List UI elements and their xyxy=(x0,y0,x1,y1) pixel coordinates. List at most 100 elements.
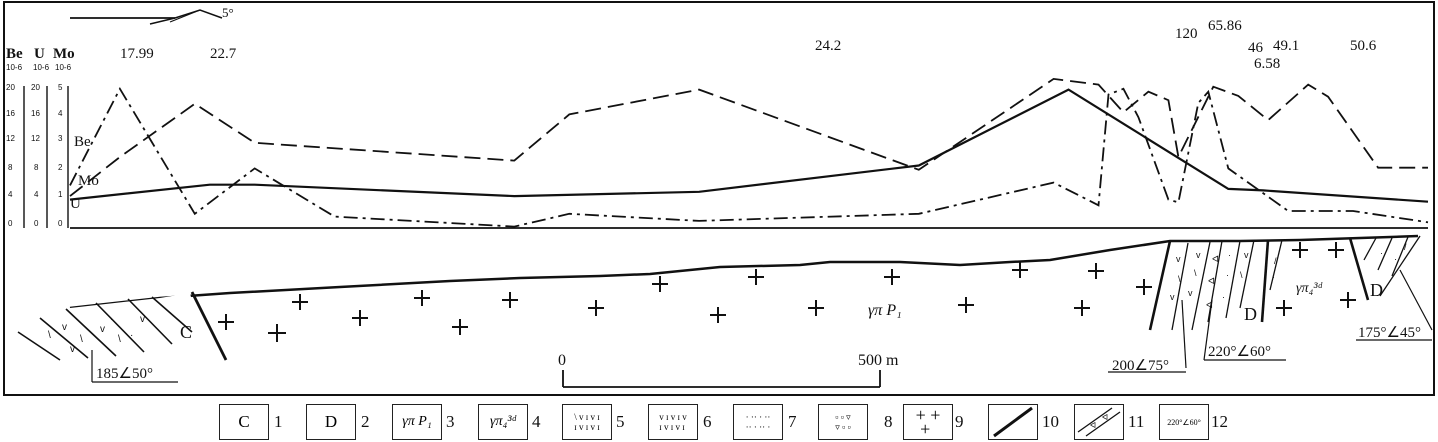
attitude-label: 175°∠45° xyxy=(1358,325,1421,341)
u-tick: 20 xyxy=(31,83,40,92)
d-unit-label-2: D xyxy=(1370,280,1383,300)
sandstone-pattern: · ·· · ·· ·· · ·· · xyxy=(733,404,783,440)
svg-text:ᐊ: ᐊ xyxy=(1090,421,1096,430)
curve-labels: Be Mo U xyxy=(70,134,99,212)
scale-start: 0 xyxy=(558,352,566,369)
legend-number: 9 xyxy=(955,412,964,431)
peak-label: 50.6 xyxy=(1350,38,1377,54)
granite-label: γπ P₁ xyxy=(868,302,902,319)
axis-headers: Be U Mo 10-6 10-6 10-6 xyxy=(6,46,75,72)
svg-text:v: v xyxy=(70,344,75,355)
attitude-group-right: 200∠75° 220°∠60° 175°∠45° xyxy=(1108,269,1433,374)
legend-text: C xyxy=(238,412,250,431)
peak-label: 22.7 xyxy=(210,46,237,62)
legend-box-devonian: D xyxy=(306,404,356,440)
be-tick: 4 xyxy=(8,190,13,199)
element-curves xyxy=(69,77,1429,228)
u-tick: 16 xyxy=(31,109,40,118)
svg-text:·: · xyxy=(1228,250,1231,260)
carboniferous-hatching xyxy=(17,296,193,361)
fault-line-symbol xyxy=(988,404,1038,440)
svg-text:\: \ xyxy=(48,330,51,341)
fault-left xyxy=(190,291,228,361)
peak-label: 49.1 xyxy=(1273,38,1299,54)
attitude-label: 185∠50° xyxy=(96,366,153,382)
be-tick: 16 xyxy=(6,109,15,118)
scale-bar: 0 500 m xyxy=(558,352,899,388)
legend-number: 6 xyxy=(703,412,712,431)
mo-tick: 5 xyxy=(58,83,63,92)
faults-right xyxy=(1148,237,1370,331)
legend-number: 12 xyxy=(1211,412,1228,431)
svg-text:\: \ xyxy=(80,334,83,345)
svg-text:·: · xyxy=(110,314,113,325)
attitude-label: 200∠75° xyxy=(1112,358,1169,374)
legend-text: γπ P₁ xyxy=(402,414,432,429)
be-unit: 10-6 xyxy=(6,63,23,72)
granite-cross-pattern: + + + xyxy=(903,404,953,440)
mo-tick: 4 xyxy=(58,109,63,118)
peak-label: 120 xyxy=(1175,26,1198,42)
svg-text:v: v xyxy=(62,322,67,333)
mo-tick: 3 xyxy=(58,134,63,143)
svg-text:v: v xyxy=(1196,250,1201,260)
carboniferous-unit-left xyxy=(20,293,196,357)
mo-tick: 1 xyxy=(58,190,63,199)
legend-number: 2 xyxy=(361,412,370,431)
legend-text: γπ₄³ᵈ xyxy=(490,414,516,429)
vertical-scales: 20 16 12 8 4 0 20 16 12 8 4 0 5 4 3 2 1 … xyxy=(6,83,69,228)
fault-line-icon xyxy=(993,406,1033,438)
peak-label: 24.2 xyxy=(815,38,841,54)
peak-labels: 17.99 22.7 24.2 120 65.86 46 6.58 49.1 5… xyxy=(120,18,1377,72)
svg-text:/: / xyxy=(1274,256,1277,266)
u-tick: 8 xyxy=(34,163,39,172)
svg-text:·: · xyxy=(1272,272,1275,282)
mo-tick: 2 xyxy=(58,163,63,172)
svg-text:\: \ xyxy=(1178,274,1181,284)
legend-box-granite-4: γπ₄³ᵈ xyxy=(478,404,528,440)
topographic-surface xyxy=(69,234,1419,310)
azimuth-label: 5° xyxy=(222,5,234,20)
svg-text:v: v xyxy=(140,314,145,325)
svg-text:ᐊ: ᐊ xyxy=(1206,300,1213,310)
attitude-label: 220°∠60° xyxy=(1208,344,1271,360)
legend-number: 5 xyxy=(616,412,625,431)
be-tick: 8 xyxy=(8,163,13,172)
legend-number: 3 xyxy=(446,412,455,431)
svg-text:·: · xyxy=(1222,292,1225,302)
volcanic-belt-symbols: v\v v\v ᐊᐊᐊ ··· v\ /· ··/ xyxy=(1170,242,1407,310)
svg-text:v: v xyxy=(100,324,105,335)
attitude-left: 185∠50° xyxy=(91,350,178,383)
u-tick: 12 xyxy=(31,134,40,143)
granite-crosses xyxy=(218,242,1356,342)
legend-number: 8 xyxy=(884,412,893,431)
legend-box-granite-p1: γπ P₁ xyxy=(392,404,442,440)
be-series-line xyxy=(69,77,1428,197)
legend-box-carboniferous: C xyxy=(219,404,269,440)
mo-unit: 10-6 xyxy=(55,63,72,72)
legend-text: D xyxy=(324,412,338,431)
geological-section: \ v \ v \ v v · · C 185∠50° xyxy=(17,234,1433,383)
svg-text:\: \ xyxy=(118,334,121,345)
be-curve-label: Be xyxy=(74,134,91,150)
be-tick: 20 xyxy=(6,83,15,92)
svg-text:v: v xyxy=(1244,250,1249,260)
be-tick: 0 xyxy=(8,219,13,228)
svg-text:·: · xyxy=(1394,254,1397,264)
breccia-pattern: ▫ ▫ ▿ ▿ ▫ ▫ xyxy=(818,404,868,440)
figure-frame xyxy=(3,1,1435,396)
svg-text:/: / xyxy=(1404,242,1407,252)
peak-label: 17.99 xyxy=(120,46,154,62)
svg-text:ᐊ: ᐊ xyxy=(1102,413,1108,422)
scale-end: 500 m xyxy=(858,352,899,369)
peak-label: 46 xyxy=(1248,40,1264,56)
be-tick: 12 xyxy=(6,134,15,143)
legend-number: 4 xyxy=(532,412,541,431)
mo-curve-label: Mo xyxy=(78,173,99,189)
c-unit-label: C xyxy=(180,322,192,342)
legend-number: 10 xyxy=(1042,412,1059,431)
